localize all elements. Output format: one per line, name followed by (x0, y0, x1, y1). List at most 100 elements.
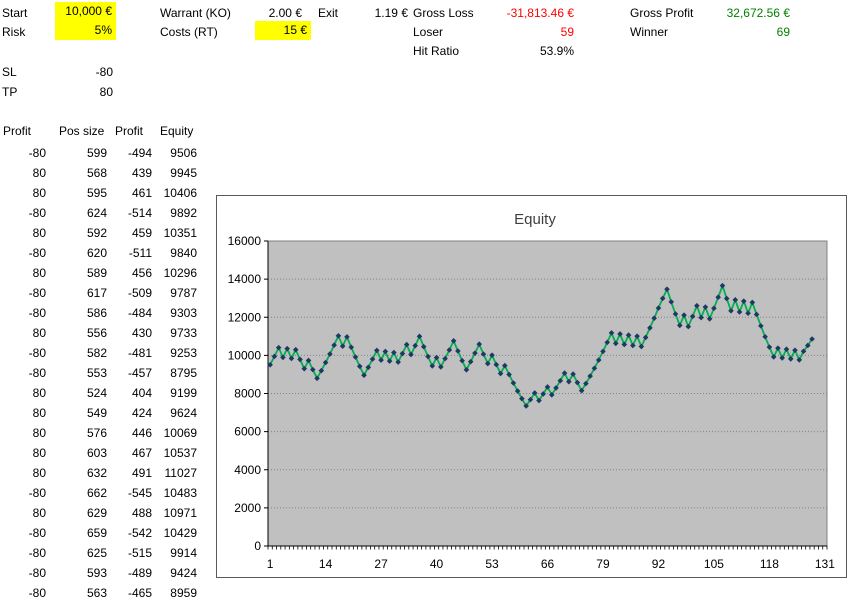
table-cell[interactable]: 424 (131, 406, 152, 420)
table-cell[interactable]: 662 (86, 486, 107, 500)
table-cell[interactable]: 625 (86, 546, 107, 560)
table-cell[interactable]: 80 (32, 266, 46, 280)
table-cell[interactable]: -481 (127, 346, 152, 360)
table-cell[interactable]: -80 (28, 566, 46, 580)
table-cell[interactable]: -80 (28, 486, 46, 500)
exit-value[interactable]: 1.19 € (374, 6, 408, 20)
table-cell[interactable]: 9199 (170, 386, 197, 400)
table-cell[interactable]: 80 (32, 166, 46, 180)
loser-value[interactable]: 59 (560, 25, 574, 39)
warrant-ko-value[interactable]: 2.00 € (268, 6, 302, 20)
gross-loss-label[interactable]: Gross Loss (413, 6, 474, 20)
table-cell[interactable]: 10351 (163, 226, 197, 240)
table-cell[interactable]: -545 (127, 486, 152, 500)
col-header-profit-result[interactable]: Profit (3, 124, 32, 138)
table-cell[interactable]: -542 (127, 526, 152, 540)
table-row[interactable]: -80 553 -457 8795 (0, 363, 197, 383)
table-cell[interactable]: 9624 (170, 406, 197, 420)
table-row[interactable]: 80 603 467 10537 (0, 443, 197, 463)
col-header-equity[interactable]: Equity (160, 124, 194, 138)
table-cell[interactable]: 659 (86, 526, 107, 540)
table-cell[interactable]: -484 (127, 306, 152, 320)
table-cell[interactable]: 568 (86, 166, 107, 180)
table-cell[interactable]: 576 (86, 426, 107, 440)
table-cell[interactable]: 80 (32, 446, 46, 460)
table-cell[interactable]: 456 (131, 266, 152, 280)
table-cell[interactable]: 9733 (170, 326, 197, 340)
table-cell[interactable]: 632 (86, 466, 107, 480)
table-cell[interactable]: 446 (131, 426, 152, 440)
table-row[interactable]: -80 617 -509 9787 (0, 283, 197, 303)
table-row[interactable]: 80 556 430 9733 (0, 323, 197, 343)
table-cell[interactable]: 617 (86, 286, 107, 300)
table-cell[interactable]: 9945 (170, 166, 197, 180)
table-cell[interactable]: -80 (28, 146, 46, 160)
table-cell[interactable]: 11027 (164, 466, 197, 480)
table-row[interactable]: -80 582 -481 9253 (0, 343, 197, 363)
table-cell[interactable]: 599 (86, 146, 107, 160)
table-cell[interactable]: -80 (28, 286, 46, 300)
table-cell[interactable]: 624 (86, 206, 107, 220)
table-cell[interactable]: 430 (131, 326, 152, 340)
table-row[interactable]: 80 592 459 10351 (0, 223, 197, 243)
table-cell[interactable]: 80 (32, 186, 46, 200)
table-row[interactable]: 80 632 491 11027 (0, 463, 197, 483)
table-row[interactable]: -80 659 -542 10429 (0, 523, 197, 543)
tp-value[interactable]: 80 (99, 85, 113, 99)
sl-label[interactable]: SL (2, 65, 17, 79)
table-cell[interactable]: 439 (131, 166, 152, 180)
table-cell[interactable]: -80 (28, 206, 46, 220)
table-row[interactable]: -80 593 -489 9424 (0, 563, 197, 583)
table-cell[interactable]: 10483 (163, 486, 197, 500)
table-row[interactable]: 80 524 404 9199 (0, 383, 197, 403)
table-cell[interactable]: 10537 (163, 446, 197, 460)
table-row[interactable]: -80 586 -484 9303 (0, 303, 197, 323)
table-cell[interactable]: 9892 (170, 206, 197, 220)
table-cell[interactable]: -489 (127, 566, 152, 580)
exit-label[interactable]: Exit (318, 6, 339, 20)
table-cell[interactable]: 549 (86, 406, 107, 420)
table-row[interactable]: -80 624 -514 9892 (0, 203, 197, 223)
table-cell[interactable]: 9506 (170, 146, 197, 160)
table-cell[interactable]: 404 (131, 386, 152, 400)
table-row[interactable]: 80 568 439 9945 (0, 163, 197, 183)
table-cell[interactable]: 9914 (170, 546, 197, 560)
table-cell[interactable]: 595 (86, 186, 107, 200)
table-row[interactable]: -80 563 -465 8959 (0, 583, 197, 603)
table-row[interactable]: 80 589 456 10296 (0, 263, 197, 283)
table-cell[interactable]: 629 (86, 506, 107, 520)
winner-value[interactable]: 69 (776, 25, 790, 39)
table-cell[interactable]: 586 (86, 306, 107, 320)
warrant-ko-label[interactable]: Warrant (KO) (160, 6, 231, 20)
table-cell[interactable]: 563 (86, 586, 107, 600)
col-header-profit-eur[interactable]: Profit (115, 124, 144, 138)
sl-value[interactable]: -80 (95, 65, 113, 79)
table-cell[interactable]: 80 (32, 466, 46, 480)
table-cell[interactable]: 491 (131, 466, 152, 480)
table-cell[interactable]: -80 (28, 366, 46, 380)
table-cell[interactable]: 589 (86, 266, 107, 280)
table-cell[interactable]: 80 (32, 226, 46, 240)
table-row[interactable]: 80 549 424 9624 (0, 403, 197, 423)
table-cell[interactable]: -80 (28, 526, 46, 540)
table-cell[interactable]: 620 (86, 246, 107, 260)
table-row[interactable]: -80 625 -515 9914 (0, 543, 197, 563)
table-cell[interactable]: 9787 (170, 286, 197, 300)
costs-rt-value-cell[interactable]: 15 € (255, 21, 311, 40)
table-cell[interactable]: 10429 (163, 526, 197, 540)
table-cell[interactable]: 9303 (170, 306, 197, 320)
table-cell[interactable]: 461 (131, 186, 152, 200)
gross-profit-label[interactable]: Gross Profit (630, 6, 694, 20)
gross-profit-value[interactable]: 32,672.56 € (726, 6, 790, 20)
hit-ratio-label[interactable]: Hit Ratio (413, 44, 460, 58)
table-cell[interactable]: 8959 (170, 586, 197, 600)
table-cell[interactable]: -511 (128, 246, 152, 260)
table-cell[interactable]: 467 (131, 446, 152, 460)
table-cell[interactable]: 553 (86, 366, 107, 380)
equity-chart[interactable]: 0 2000 4000 6000 8000 10000 12000 14000 16000 1 14… (216, 195, 847, 578)
table-cell[interactable]: 80 (32, 406, 46, 420)
table-cell[interactable]: 80 (32, 326, 46, 340)
table-cell[interactable]: -80 (28, 546, 46, 560)
start-label[interactable]: Start (2, 6, 28, 20)
table-row[interactable]: 80 629 488 10971 (0, 503, 197, 523)
